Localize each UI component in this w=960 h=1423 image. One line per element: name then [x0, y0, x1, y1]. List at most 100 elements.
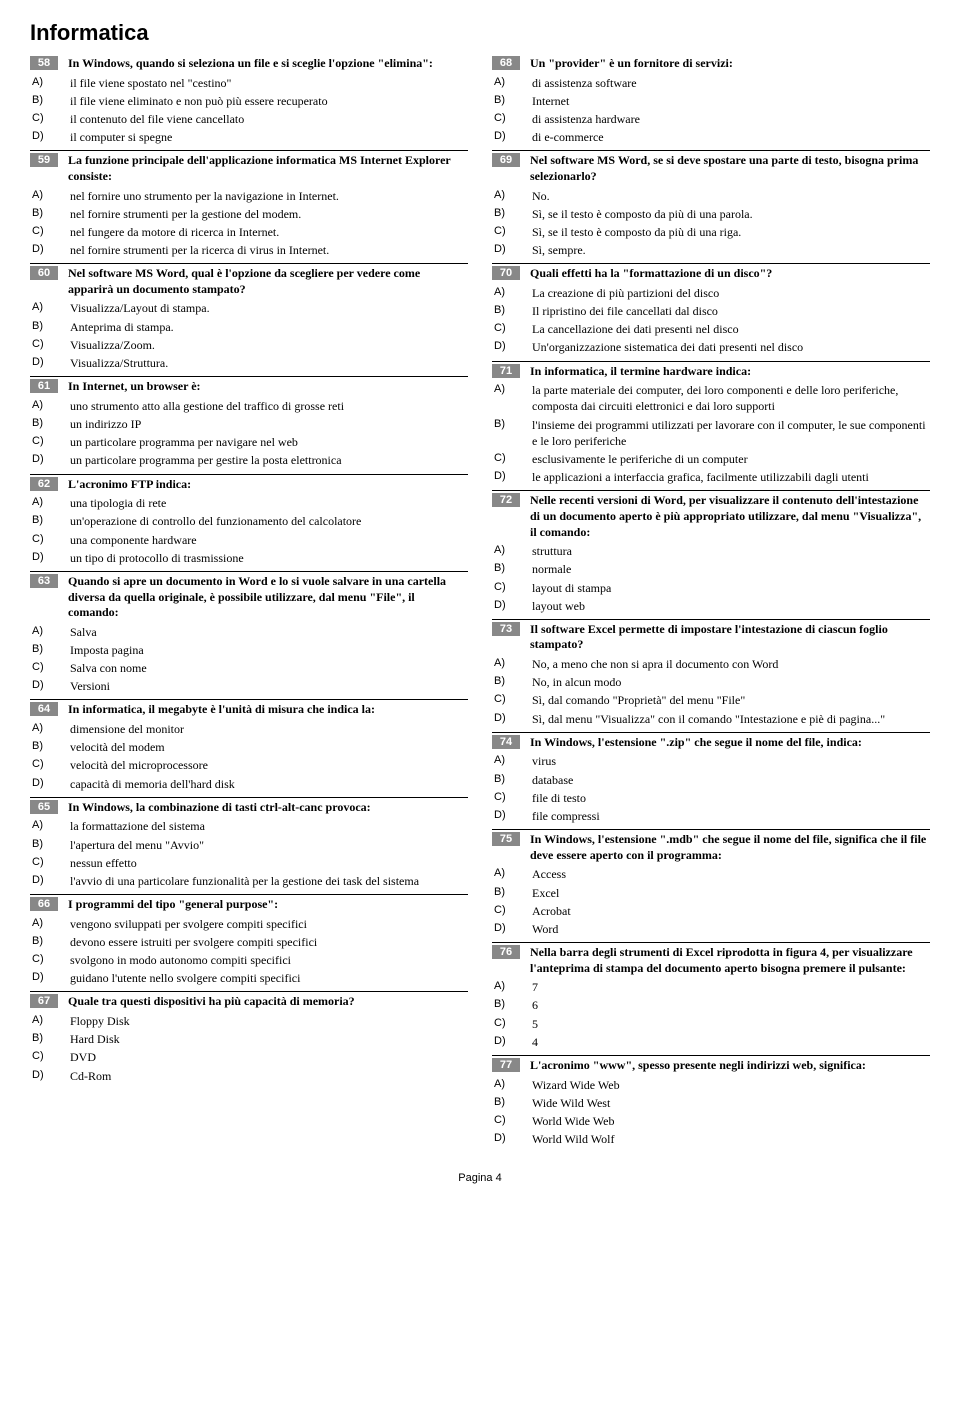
option-label: D) [492, 1034, 522, 1049]
option-label: A) [492, 543, 522, 558]
option-row: C)di assistenza hardware [492, 110, 930, 128]
question-header: 77L'acronimo "www", spesso presente negl… [492, 1055, 930, 1076]
option-text: World Wide Web [522, 1113, 930, 1129]
option-row: A)La creazione di più partizioni del dis… [492, 284, 930, 302]
option-row: C)nel fungere da motore di ricerca in In… [30, 223, 468, 241]
option-label: B) [492, 93, 522, 108]
option-row: A)Salva [30, 623, 468, 641]
question-number: 61 [30, 379, 58, 393]
option-label: B) [30, 319, 60, 334]
option-row: B)database [492, 771, 930, 789]
option-text: uno strumento atto alla gestione del tra… [60, 398, 468, 414]
option-label: D) [492, 1131, 522, 1146]
option-text: Wizard Wide Web [522, 1077, 930, 1093]
option-label: A) [492, 188, 522, 203]
option-label: B) [30, 642, 60, 657]
option-text: guidano l'utente nello svolgere compiti … [60, 970, 468, 986]
option-text: Sì, dal comando "Proprietà" del menu "Fi… [522, 692, 930, 708]
option-row: A)la formattazione del sistema [30, 817, 468, 835]
question-header: 58In Windows, quando si seleziona un fil… [30, 54, 468, 74]
question: 58In Windows, quando si seleziona un fil… [30, 54, 468, 146]
option-row: D)layout web [492, 597, 930, 615]
option-row: B)l'insieme dei programmi utilizzati per… [492, 416, 930, 450]
option-row: C)Sì, se il testo è composto da più di u… [492, 223, 930, 241]
option-label: B) [30, 93, 60, 108]
question-header: 62L'acronimo FTP indica: [30, 474, 468, 495]
option-label: B) [492, 417, 522, 432]
option-row: A)dimensione del monitor [30, 720, 468, 738]
question: 69Nel software MS Word, se si deve spost… [492, 150, 930, 259]
option-row: A)No, a meno che non si apra il document… [492, 655, 930, 673]
question: 59La funzione principale dell'applicazio… [30, 150, 468, 259]
option-text: 4 [522, 1034, 930, 1050]
option-row: B)Imposta pagina [30, 641, 468, 659]
option-text: No, in alcun modo [522, 674, 930, 690]
option-label: C) [30, 434, 60, 449]
question: 74In Windows, l'estensione ".zip" che se… [492, 732, 930, 825]
option-label: D) [30, 776, 60, 791]
option-text: il contenuto del file viene cancellato [60, 111, 468, 127]
option-label: D) [30, 355, 60, 370]
option-label: C) [30, 224, 60, 239]
question-text: Il software Excel permette di impostare … [530, 622, 930, 655]
question: 60Nel software MS Word, qual è l'opzione… [30, 263, 468, 372]
question-text: Quando si apre un documento in Word e lo… [68, 574, 468, 623]
option-row: C)un particolare programma per navigare … [30, 433, 468, 451]
option-row: D)nel fornire strumenti per la ricerca d… [30, 241, 468, 259]
question-number: 65 [30, 800, 58, 814]
option-label: D) [30, 970, 60, 985]
option-row: D)file compressi [492, 807, 930, 825]
option-label: C) [30, 660, 60, 675]
option-text: Word [522, 921, 930, 937]
option-row: B)Hard Disk [30, 1030, 468, 1048]
option-row: D)le applicazioni a interfaccia grafica,… [492, 468, 930, 486]
option-text: Sì, se il testo è composto da più di una… [522, 224, 930, 240]
question-number: 72 [492, 493, 520, 507]
option-row: A)vengono sviluppati per svolgere compit… [30, 915, 468, 933]
question-number: 58 [30, 56, 58, 70]
option-text: file di testo [522, 790, 930, 806]
option-label: B) [492, 1095, 522, 1110]
option-row: B)Anteprima di stampa. [30, 318, 468, 336]
option-label: D) [30, 242, 60, 257]
question-text: In Windows, l'estensione ".zip" che segu… [530, 735, 930, 753]
option-text: nel fornire strumenti per la gestione de… [60, 206, 468, 222]
option-row: B)Excel [492, 884, 930, 902]
option-label: A) [492, 753, 522, 768]
option-text: velocità del modem [60, 739, 468, 755]
option-text: di assistenza hardware [522, 111, 930, 127]
option-label: C) [492, 111, 522, 126]
option-label: C) [30, 337, 60, 352]
content-columns: 58In Windows, quando si seleziona un fil… [30, 54, 930, 1152]
question-number: 66 [30, 897, 58, 911]
option-row: A)7 [492, 978, 930, 996]
option-text: World Wild Wolf [522, 1131, 930, 1147]
question-number: 64 [30, 702, 58, 716]
question-number: 70 [492, 266, 520, 280]
option-label: B) [492, 206, 522, 221]
option-row: A)Access [492, 865, 930, 883]
question: 65In Windows, la combinazione di tasti c… [30, 797, 468, 890]
question-header: 67Quale tra questi dispositivi ha più ca… [30, 991, 468, 1012]
question-header: 75In Windows, l'estensione ".mdb" che se… [492, 829, 930, 865]
page-title: Informatica [30, 20, 930, 46]
question: 67Quale tra questi dispositivi ha più ca… [30, 991, 468, 1084]
option-label: B) [30, 934, 60, 949]
option-text: vengono sviluppati per svolgere compiti … [60, 916, 468, 932]
question: 76Nella barra degli strumenti di Excel r… [492, 942, 930, 1051]
question-text: Nella barra degli strumenti di Excel rip… [530, 945, 930, 978]
option-label: B) [30, 837, 60, 852]
option-row: A)nel fornire uno strumento per la navig… [30, 187, 468, 205]
option-text: nessun effetto [60, 855, 468, 871]
option-row: D)Cd-Rom [30, 1067, 468, 1085]
option-row: D)World Wild Wolf [492, 1130, 930, 1148]
question-number: 63 [30, 574, 58, 588]
option-row: C)file di testo [492, 789, 930, 807]
question-header: 63 Quando si apre un documento in Word e … [30, 571, 468, 623]
option-label: A) [30, 495, 60, 510]
option-label: D) [492, 598, 522, 613]
option-text: dimensione del monitor [60, 721, 468, 737]
option-row: C)velocità del microprocessore [30, 756, 468, 774]
option-row: C)Salva con nome [30, 659, 468, 677]
option-row: B)Il ripristino dei file cancellati dal … [492, 302, 930, 320]
